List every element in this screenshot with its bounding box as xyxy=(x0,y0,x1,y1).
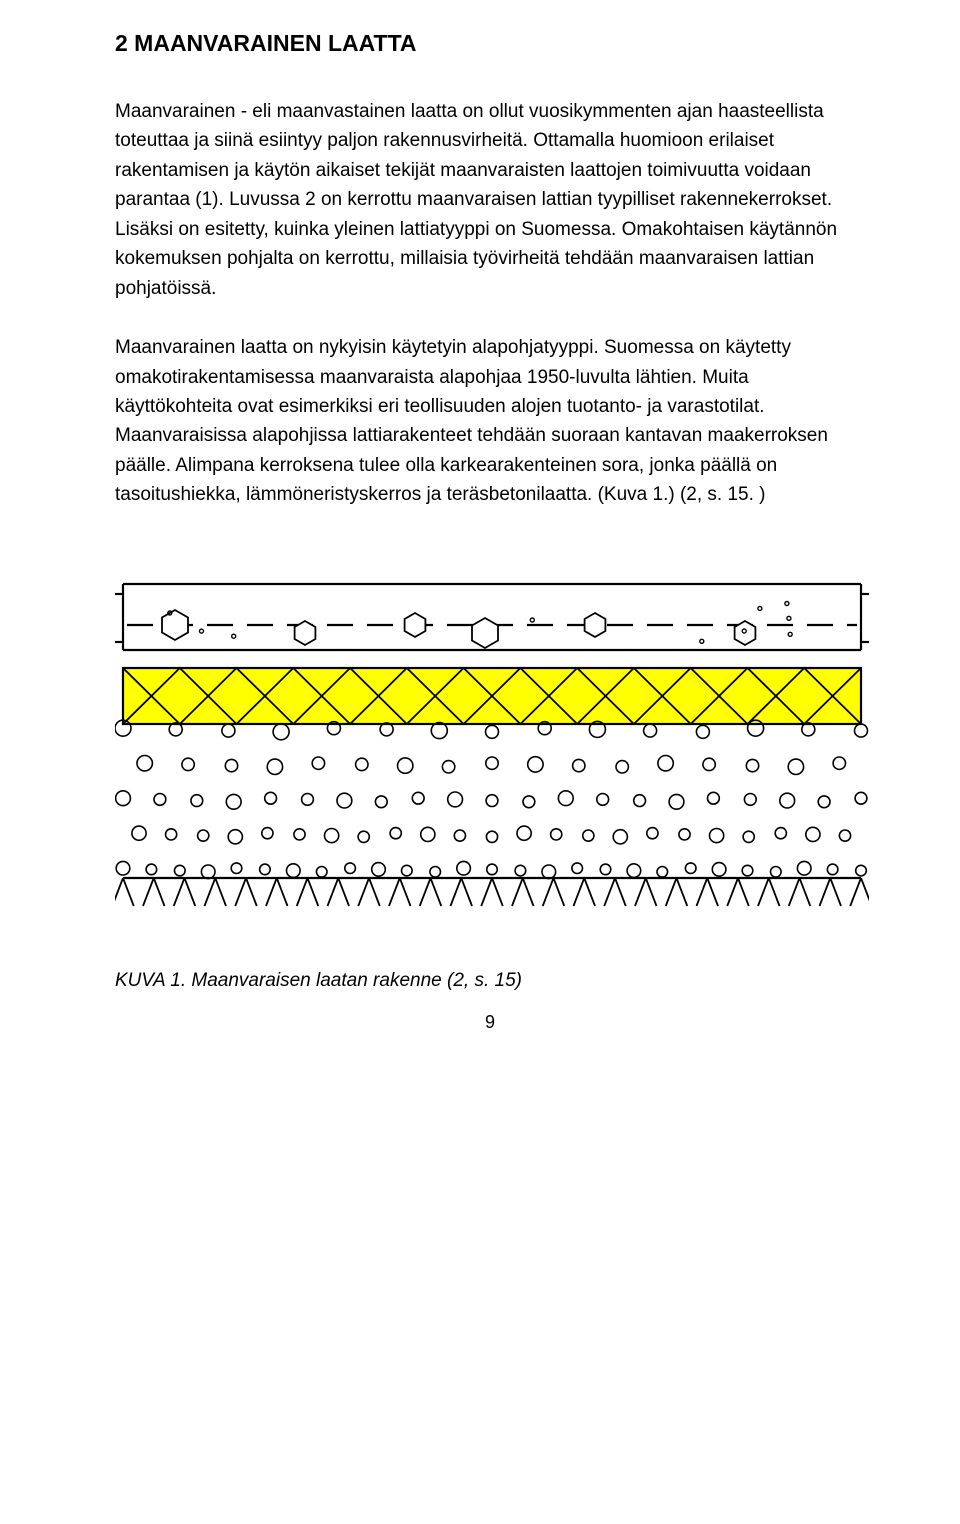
diagram-svg xyxy=(115,580,869,910)
body-paragraph-2: Maanvarainen laatta on nykyisin käytetyi… xyxy=(115,333,865,510)
section-heading: 2 MAANVARAINEN LAATTA xyxy=(115,30,865,57)
body-paragraph-1: Maanvarainen - eli maanvastainen laatta … xyxy=(115,97,865,303)
page-number: 9 xyxy=(115,1012,865,1033)
page-container: 2 MAANVARAINEN LAATTA Maanvarainen - eli… xyxy=(0,0,960,1063)
figure-caption: KUVA 1. Maanvaraisen laatan rakenne (2, … xyxy=(115,970,865,992)
floor-structure-diagram xyxy=(115,580,865,910)
